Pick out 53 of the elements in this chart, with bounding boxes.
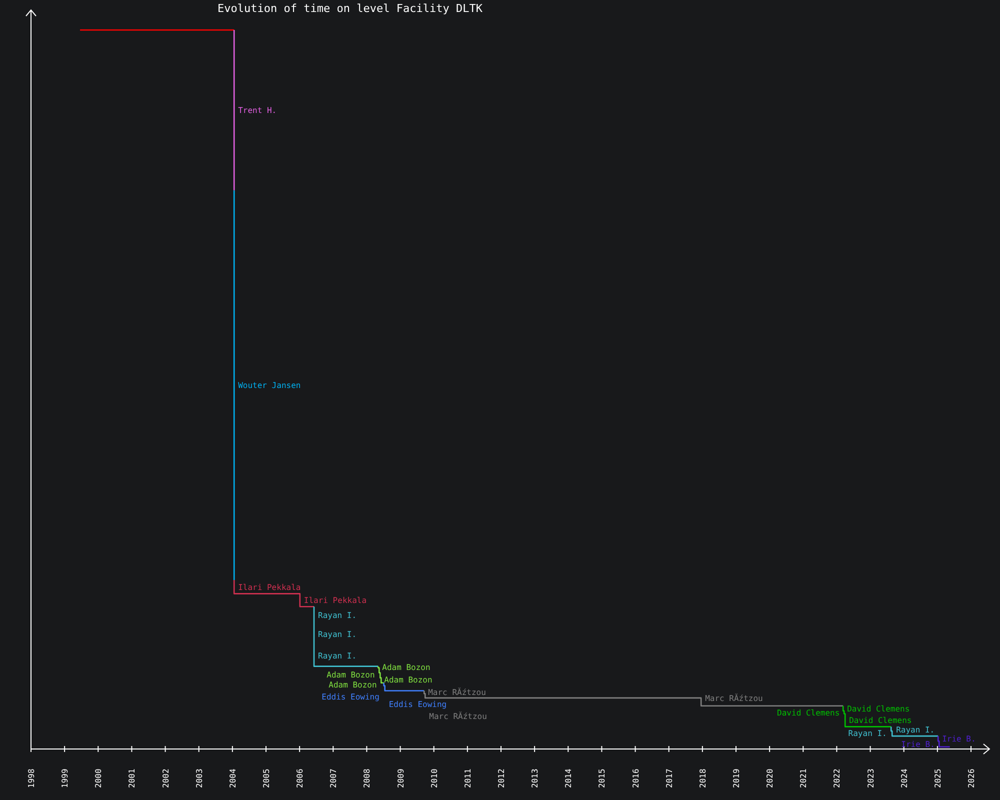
x-tick-label: 2009 [396, 768, 406, 788]
series-label: Eddis Eowing [322, 692, 380, 702]
x-tick-label: 2021 [799, 768, 808, 788]
series-label: Adam Bozon [384, 675, 432, 684]
text: Rayan I. [318, 630, 357, 639]
x-tick-label: 2026 [967, 768, 976, 788]
x-tick-label: 2014 [564, 768, 574, 788]
text: David Clemens [777, 708, 840, 718]
series-label: Wouter Jansen [238, 381, 301, 390]
series-label: Irie B. [942, 734, 976, 744]
x-tick-label: 2019 [732, 768, 741, 788]
x-tick-label: 2008 [362, 768, 372, 788]
x-tick-label: 2012 [497, 768, 506, 788]
series-label: Rayan I. [896, 726, 935, 735]
x-tick-label: 2013 [530, 768, 540, 788]
x-tick-label: 1999 [60, 768, 70, 788]
series-label: Ilari Pekkala [304, 596, 367, 606]
x-tick-label: 2001 [128, 768, 137, 788]
text: Rayan I. [848, 728, 887, 738]
x-tick-label: 2025 [933, 768, 942, 788]
x-tick-label: 2010 [430, 768, 439, 788]
text: Eddis Eowing [388, 700, 447, 710]
x-tick-label: 2000 [94, 768, 104, 788]
text: Adam Bozon [382, 663, 430, 672]
x-tick-label: 2022 [832, 768, 842, 788]
x-tick-label: 2016 [631, 768, 640, 788]
x-tick-label: 2002 [161, 768, 170, 788]
x-tick-label: 2018 [698, 768, 708, 788]
x-tick-label: 2005 [262, 768, 271, 788]
chart-title: Evolution of time on level Facility DLTK [218, 2, 483, 15]
x-tick-label: 2004 [228, 768, 238, 788]
x-tick-label: 2003 [194, 768, 204, 788]
x-tick-label: 2015 [598, 768, 607, 788]
x-tick-label: 2023 [866, 768, 876, 788]
text: Marc RĂźtzou [705, 694, 763, 703]
x-tick-label: 2006 [296, 768, 305, 788]
text: Marc RĂźtzou [429, 712, 487, 721]
text: Rayan I. [318, 652, 357, 661]
x-tick-label: 2020 [766, 768, 775, 788]
text: David Clemens [847, 704, 910, 714]
x-tick-label: 2011 [463, 768, 472, 788]
series-label: David Clemens [849, 716, 912, 726]
x-tick-label: 2017 [664, 768, 674, 788]
series-label: Trent H. [238, 106, 277, 116]
text: Adam Bozon [326, 670, 375, 680]
series-label: Rayan I. [318, 610, 357, 620]
text: Adam Bozon [328, 680, 377, 690]
x-tick-label: 2024 [900, 768, 909, 788]
text: Irie B. [901, 740, 935, 749]
x-tick-label: 2007 [329, 768, 338, 788]
x-tick-label: 1998 [27, 768, 36, 788]
text: Ilari Pekkala [238, 582, 301, 592]
series-label: Marc RĂźtzou [428, 687, 486, 698]
